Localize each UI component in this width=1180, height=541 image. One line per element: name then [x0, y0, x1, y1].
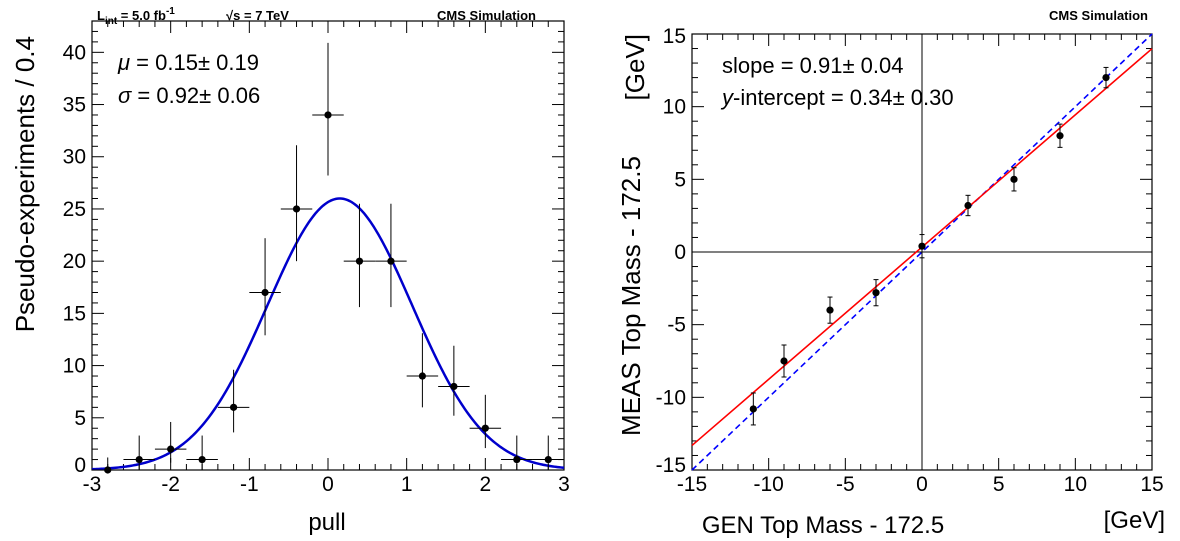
x-tick-label: 15	[1140, 473, 1163, 496]
y-tick-label: 35	[63, 94, 86, 117]
marker	[450, 382, 458, 391]
annotation-sigma: σ = 0.92± 0.06	[118, 83, 260, 108]
x-tick-label: 5	[993, 473, 1005, 496]
experiment-label: CMS Simulation	[1049, 8, 1148, 23]
data-point	[312, 42, 344, 176]
y-tick-label: 10	[63, 355, 86, 378]
data-point	[92, 457, 124, 474]
y-tick-label: 25	[63, 198, 86, 221]
data-point	[217, 369, 250, 433]
pull-histogram-panel: Lint = 5.0 fb-1 √s = 7 TeV CMS Simulatio…	[10, 6, 570, 536]
x-tick-label: -15	[677, 473, 707, 496]
marker	[481, 424, 489, 432]
y-axis-label: MEAS Top Mass - 172.5	[616, 156, 646, 436]
y-tick-label: 30	[63, 146, 86, 169]
y-tick-label: 15	[663, 25, 686, 48]
data-point	[826, 296, 834, 324]
reference-line	[691, 33, 1153, 471]
x-tick-label: -1	[240, 473, 259, 496]
marker	[513, 455, 521, 464]
y-tick-label: -15	[656, 454, 686, 477]
x-axis-unit: [GeV]	[1104, 507, 1165, 534]
x-tick-label: 1	[401, 473, 413, 496]
data-point	[1056, 123, 1064, 148]
marker	[544, 455, 552, 464]
marker	[418, 372, 426, 380]
data-point	[501, 435, 533, 470]
energy-label: √s = 7 TeV	[226, 8, 289, 23]
x-tick-label: 2	[479, 473, 491, 496]
marker	[324, 111, 332, 119]
marker	[1056, 132, 1064, 140]
marker	[167, 445, 175, 453]
data-point	[375, 203, 407, 308]
y-axis-unit: [GeV]	[620, 34, 650, 100]
x-tick-label: 3	[558, 473, 570, 496]
y-tick-label: 5	[74, 407, 86, 430]
marker	[355, 257, 364, 265]
marker	[387, 257, 395, 265]
marker	[292, 205, 301, 213]
data-point	[780, 344, 788, 378]
marker	[261, 288, 269, 297]
annotation-mu: μ = 0.15± 0.19	[117, 50, 259, 75]
lumi-label: Lint = 5.0 fb-1	[97, 6, 175, 27]
y-tick-label: 10	[663, 96, 686, 119]
y-tick-label: 0	[74, 454, 86, 477]
y-tick-label: 40	[63, 41, 86, 64]
x-axis-label: pull	[308, 509, 345, 536]
data-point	[749, 392, 757, 426]
x-axis-label: GEN Top Mass - 172.5	[702, 512, 944, 539]
marker	[872, 289, 880, 297]
data-point	[469, 394, 502, 449]
data-point	[186, 435, 218, 470]
y-axis-label: Pseudo-experiments / 0.4	[10, 36, 40, 332]
x-tick-label: 0	[916, 473, 928, 496]
data-point	[872, 279, 880, 307]
x-tick-label: -3	[83, 473, 102, 496]
mass-calibration-panel: CMS Simulation -15 -10 -5 0 5 10 15 -15 -10 -5 0 5 1…	[616, 8, 1165, 539]
marker	[1102, 74, 1110, 82]
marker	[230, 403, 238, 411]
data-point	[1102, 66, 1110, 89]
plot-area: -15 -10 -5 0 5 10 15 -15 -10 -5 0 5 10 15	[656, 25, 1164, 496]
x-tick-label: -2	[161, 473, 180, 496]
data-point	[406, 333, 439, 408]
annotation-intercept: y-intercept = 0.34± 0.30	[720, 85, 954, 110]
marker	[964, 201, 972, 210]
data-point	[532, 435, 564, 470]
y-tick-label: -10	[656, 386, 686, 409]
marker	[918, 242, 926, 250]
x-tick-label: -5	[836, 473, 855, 496]
marker	[1010, 175, 1018, 183]
marker	[749, 405, 757, 413]
data-point	[918, 234, 926, 259]
data-point	[343, 203, 376, 308]
x-tick-label: -10	[753, 473, 783, 496]
marker	[135, 455, 143, 464]
data-point	[438, 345, 470, 416]
y-tick-label: -5	[667, 314, 686, 337]
x-tick-label: 10	[1064, 473, 1087, 496]
data-point	[280, 145, 313, 262]
data-point	[1010, 167, 1018, 192]
annotation-slope: slope = 0.91± 0.04	[722, 53, 904, 78]
marker	[826, 306, 834, 314]
data-point	[964, 194, 972, 217]
data-point	[123, 435, 155, 470]
x-tick-label: 0	[322, 473, 334, 496]
data-point	[154, 421, 187, 463]
experiment-label: CMS Simulation	[437, 8, 536, 23]
marker	[104, 466, 112, 474]
marker	[780, 357, 788, 365]
y-tick-label: 15	[63, 302, 86, 325]
y-tick-label: 5	[674, 168, 686, 191]
y-tick-label: 20	[63, 250, 86, 273]
marker	[198, 455, 206, 464]
data-point	[249, 238, 281, 336]
y-tick-label: 0	[674, 241, 686, 264]
